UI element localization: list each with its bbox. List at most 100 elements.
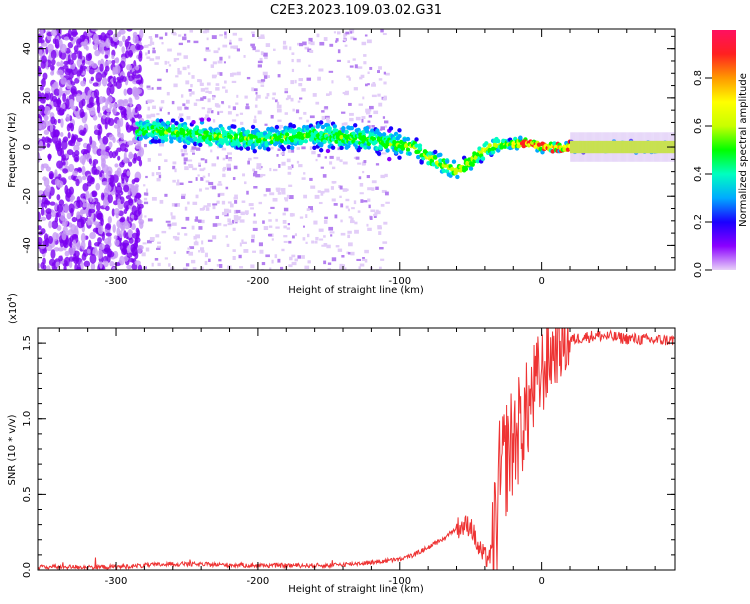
spectrogram-cell [254,115,257,119]
spectrogram-cell [200,247,205,251]
spectrogram-cell [293,129,298,134]
colorbar-label: Normalized spectral amplitude [738,73,749,227]
spectrogram-cell [260,51,264,56]
spectrogram-cell [301,255,305,259]
spectrogram-cell [223,224,228,227]
spectrogram-cell [255,173,261,178]
spectrogram-cell [69,98,75,108]
spectrogram-cell [73,45,79,52]
spectrogram-cell [252,172,257,177]
spectrogram-cell [320,166,324,169]
spectrogram-cell [207,107,212,111]
spectrogram-cell [363,160,367,164]
spectrogram-cell [226,167,232,171]
spectrogram-cell [243,249,249,253]
spectrogram-cell [266,93,270,97]
spectrogram-cell [306,77,312,81]
spectrogram-cell [384,191,389,196]
spectrogram-cell [158,166,161,170]
spectrogram-cell [222,44,228,48]
spectrogram-cell [589,140,591,154]
spectrogram-cell [199,79,203,83]
spectrogram-cell [364,129,370,134]
spectrogram-cell [518,135,523,140]
spectrogram-cell [639,132,641,162]
spectrogram-cell [336,59,341,62]
spectrogram-cell [610,140,613,154]
spectrogram-cell [245,146,251,151]
spectrogram-cell [572,140,574,154]
spectrogram-cell [62,92,67,103]
spectrogram-cell [310,135,315,140]
spectrogram-cell [184,206,188,211]
spectrogram-cell [45,208,52,215]
spectrogram-cell [144,143,147,148]
spectrogram-cell [201,266,204,270]
spectrogram-cell [472,151,477,156]
spectrogram-cell [296,127,302,132]
spectrogram-cell [101,181,109,186]
spectrogram-cell [647,132,649,162]
spectrogram-cell [97,237,103,244]
spectrogram-cell [178,113,184,117]
spectrogram-cell [365,108,370,113]
spectrogram-cell [322,174,327,178]
spectrogram-cell [68,122,73,129]
colorbar-gradient [712,30,736,270]
spectrogram-cell [421,155,426,161]
spectrogram-cell [312,93,317,97]
spectrogram-cell [67,140,73,146]
spectrogram-cell [271,259,274,264]
colorbar-tick-label: 0.8 [693,70,704,86]
spectrogram-cell [279,127,282,130]
spectrogram-cell [227,158,233,162]
spectrogram-cell [98,95,104,105]
spectrogram-cell [147,157,151,162]
spectrogram-cell [132,34,139,44]
spectrogram-cell [290,80,295,85]
spectrogram-cell [76,266,82,270]
spectrogram-cell [167,223,172,227]
spectrogram-cell [167,48,172,52]
spectrogram-cell [326,120,332,124]
spectrogram-cell [125,121,129,131]
spectrogram-cell [584,140,587,154]
spectrogram-cell [151,87,154,90]
spectrogram-cell [204,260,208,265]
spectrogram-cell [134,65,140,71]
spectrogram-cell [571,132,573,162]
spectrogram-cell [131,232,139,239]
spectrogram-cell [228,55,231,59]
spectrogram-cell [235,209,241,214]
spectrogram-cell [271,97,276,100]
spectrogram-cell [237,216,242,219]
spectrogram-cell [284,88,289,92]
spectrogram-cell [171,222,177,226]
spectrogram-cell [297,100,301,103]
spectrogram-cell [67,59,74,65]
spectrogram-cell [633,132,636,162]
spectrogram-cell [165,68,169,73]
spectrogram-cell [143,197,148,201]
spectrogram-cell [360,199,364,203]
spectrogram-cell [607,140,609,154]
spectrogram-cell [155,118,160,123]
spectrogram-cell [616,140,619,154]
spectrogram-cell [207,144,211,148]
spectrogram-cell [370,128,375,133]
spectrogram-cell [602,140,605,154]
spectrogram-cell [575,140,578,154]
spectrogram-cell [353,123,358,128]
spectrogram-cell [136,204,141,212]
spectrogram-cell [203,205,208,208]
spectrogram-cell [202,175,206,179]
spectrogram-cell [59,131,64,137]
spectrogram-cell [204,254,208,258]
spectrogram-cell [56,180,64,188]
spectrogram-cell [298,164,303,168]
spectrogram-x-tick-label: -300 [105,276,128,287]
spectrogram-cell [622,140,624,154]
spectrogram-cell [71,52,77,61]
spectrogram-cell [619,132,622,162]
spectrogram-cell [194,219,199,222]
